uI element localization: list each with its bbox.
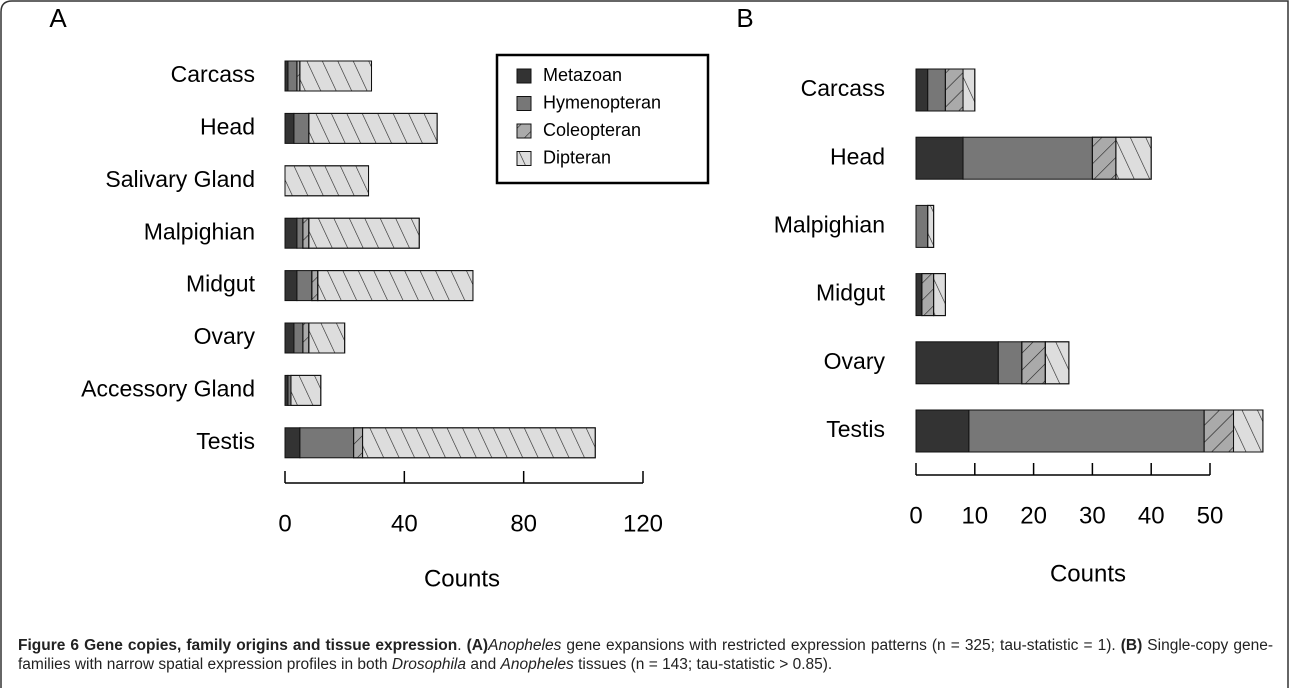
bar-segment <box>997 341 1023 385</box>
bar-segment <box>284 322 295 354</box>
bar-hatch <box>927 204 935 248</box>
legend-hatch <box>516 123 532 139</box>
x-tick-label: 20 <box>1020 502 1047 529</box>
bar-hatch <box>1021 341 1046 385</box>
caption-run: (A) <box>466 637 489 654</box>
category-label: Ovary <box>194 323 256 349</box>
category-label: Testis <box>826 416 885 442</box>
category-label: Malpighian <box>144 218 255 244</box>
legend-label: Metazoan <box>543 65 622 85</box>
bar-segment <box>915 273 923 317</box>
category-label: Ovary <box>824 348 886 374</box>
bar-hatch <box>1203 409 1235 453</box>
x-tick-label: 30 <box>1079 502 1106 529</box>
bar-segment <box>284 217 298 249</box>
caption-run: Figure 6 Gene copies, family origins and… <box>18 637 458 654</box>
x-axis-label: Counts <box>1050 560 1126 587</box>
caption-run: . <box>457 637 467 654</box>
caption-run: Anopheles <box>500 656 574 673</box>
bar-segment <box>284 112 295 144</box>
bar-hatch <box>311 270 319 302</box>
caption-run: Single-copy gene-families with narrow sp… <box>18 637 1273 673</box>
x-tick-label: 120 <box>623 510 663 537</box>
bar-hatch <box>1115 136 1152 180</box>
caption: Figure 6 Gene copies, family origins and… <box>18 636 1273 674</box>
bar-segment <box>962 136 1093 180</box>
bar-hatch <box>944 68 964 112</box>
bar-hatch <box>308 217 420 249</box>
bar-hatch <box>308 112 438 144</box>
x-axis-label: Counts <box>424 565 500 592</box>
bar-segment <box>284 270 298 302</box>
bar-segment <box>927 68 946 112</box>
x-tick-label: 80 <box>510 510 537 537</box>
category-label: Testis <box>196 428 255 454</box>
legend-label: Coleopteran <box>543 120 641 140</box>
legend-hatch <box>516 151 532 166</box>
bar-hatch <box>1233 409 1264 453</box>
bar-segment <box>284 427 301 459</box>
bar-segment <box>915 204 929 248</box>
bar-hatch <box>302 322 310 354</box>
x-tick-label: 0 <box>278 510 291 537</box>
caption-run: gene expansions with restricted expressi… <box>561 637 1121 654</box>
caption-run: Drosophila <box>391 656 467 673</box>
bar-hatch <box>302 217 310 249</box>
legend-label: Hymenopteran <box>543 92 661 112</box>
category-label: Accessory Gland <box>81 375 255 401</box>
bar-hatch <box>317 270 474 302</box>
x-tick-label: 50 <box>1197 502 1224 529</box>
category-label: Midgut <box>816 280 886 306</box>
caption-run: Anopheles <box>488 637 562 654</box>
bar-segment <box>296 270 313 302</box>
category-label: Salivary Gland <box>105 166 255 192</box>
bar-segment <box>287 60 298 92</box>
legend-swatch <box>516 68 532 84</box>
category-label: Carcass <box>801 75 885 101</box>
bar-segment <box>293 322 304 354</box>
legend-box <box>495 53 710 185</box>
bar-segment <box>968 409 1205 453</box>
bar-segment <box>296 217 304 249</box>
category-label: Malpighian <box>774 211 885 237</box>
caption-run: and <box>466 656 501 673</box>
legend-label: Dipteran <box>543 147 611 167</box>
x-tick-label: 0 <box>909 502 922 529</box>
legend-swatch <box>516 96 532 111</box>
bar-segment <box>915 136 964 180</box>
bar-hatch <box>933 273 946 317</box>
x-tick-label: 10 <box>961 502 988 529</box>
bar-hatch <box>362 427 596 459</box>
bar-hatch <box>299 60 373 92</box>
bar-hatch <box>1044 341 1070 385</box>
category-label: Head <box>830 143 885 169</box>
bar-hatch <box>308 322 346 354</box>
bar-hatch <box>290 374 322 406</box>
caption-run: (B) <box>1120 637 1143 654</box>
caption-run: tissues (n = 143; tau-statistic > 0.85). <box>573 656 833 673</box>
bar-hatch <box>921 273 935 317</box>
bar-hatch <box>284 165 370 197</box>
category-label: Midgut <box>186 271 256 297</box>
category-label: Carcass <box>171 61 255 87</box>
x-tick-label: 40 <box>391 510 418 537</box>
bar-segment <box>293 112 310 144</box>
bar-hatch <box>962 68 976 112</box>
x-tick-label: 40 <box>1138 502 1165 529</box>
bar-segment <box>915 409 970 453</box>
category-label: Head <box>200 113 255 139</box>
bar-segment <box>915 68 929 112</box>
bar-hatch <box>1091 136 1117 180</box>
panel-label: A <box>49 3 67 33</box>
bar-segment <box>299 427 355 459</box>
bar-hatch <box>353 427 364 459</box>
bar-segment <box>915 341 999 385</box>
panel-label: B <box>736 3 753 33</box>
